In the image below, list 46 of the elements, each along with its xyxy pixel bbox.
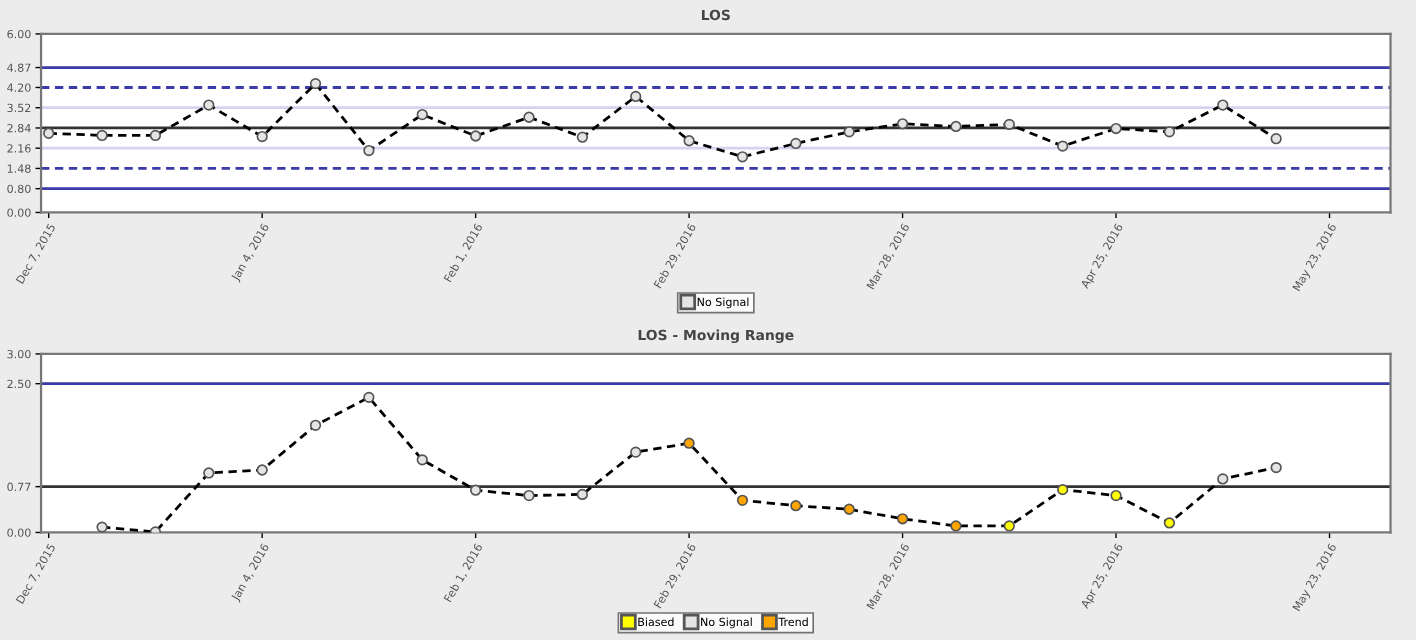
point [203,99,215,111]
point [843,503,855,515]
point [309,419,322,431]
point [523,111,535,123]
point [790,137,802,150]
point [1110,122,1122,135]
point [736,151,749,163]
point [896,118,909,130]
point [1270,133,1282,145]
point [576,488,589,501]
point [683,135,695,147]
point [950,120,962,133]
point [790,500,802,512]
point [896,513,909,525]
point [203,467,215,479]
point [96,129,108,142]
point [1217,99,1229,111]
point [630,90,642,103]
point [469,484,482,496]
point [843,126,855,138]
point [256,464,268,476]
point [950,520,962,532]
point [523,489,535,502]
point [363,391,375,404]
point [736,494,749,506]
point [43,127,55,139]
point [1057,140,1069,152]
point [256,130,268,143]
point [630,446,642,458]
point [363,144,375,157]
point [1003,520,1015,532]
point [416,108,428,121]
point [416,454,428,466]
point [1163,517,1176,529]
point [469,130,482,142]
point [683,437,695,449]
point [1217,473,1229,485]
point [149,129,162,142]
point [96,521,108,533]
point [576,131,589,143]
point [1163,126,1176,138]
point [1057,483,1069,496]
point [1003,118,1015,131]
point [309,77,322,90]
point [1110,489,1122,502]
point [1270,461,1282,474]
